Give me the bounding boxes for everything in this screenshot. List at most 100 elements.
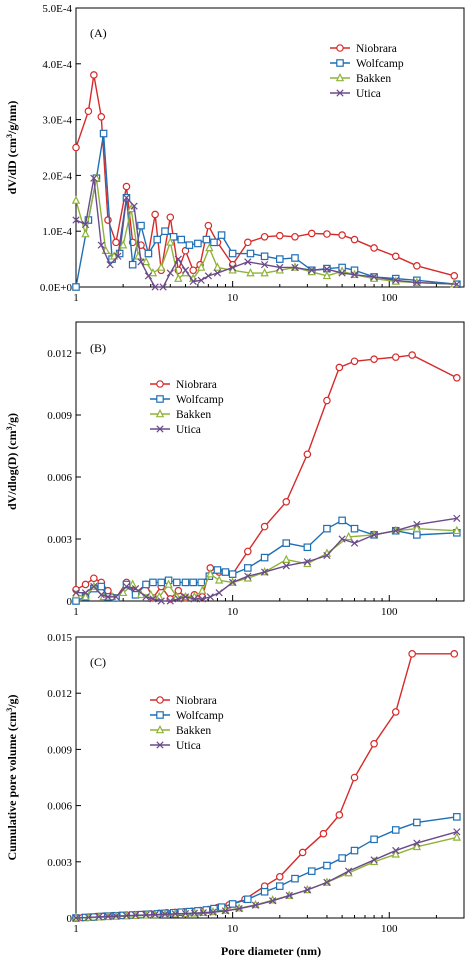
data-point [72, 914, 80, 922]
data-point [161, 910, 169, 918]
data-point [246, 249, 255, 258]
data-point [159, 283, 167, 291]
data-point [268, 897, 277, 905]
data-point [90, 582, 98, 591]
data-point [174, 255, 182, 263]
x-tick-label: 100 [381, 292, 398, 304]
data-point [210, 238, 218, 247]
data-point [291, 254, 299, 262]
data-point [153, 235, 162, 244]
legend: Niobrara Wolfcamp Bakken Utica [150, 379, 224, 436]
data-point [453, 514, 461, 522]
data-point [118, 240, 128, 249]
data-point [214, 575, 224, 584]
data-point [338, 516, 346, 525]
data-point [177, 235, 186, 244]
data-point [72, 143, 80, 152]
data-point [197, 276, 205, 284]
legend-marker [156, 395, 164, 403]
data-point [198, 585, 207, 594]
data-point [181, 909, 190, 918]
y-tick-label: 0.012 [47, 348, 72, 360]
y-tick-label: 0.015 [47, 632, 72, 644]
data-point [246, 268, 255, 277]
y-tick-label: 0.003 [47, 857, 72, 869]
data-point [370, 739, 378, 748]
data-point [370, 531, 378, 539]
legend-marker [156, 425, 164, 433]
data-point [217, 231, 226, 239]
data-point [323, 396, 331, 405]
x-tick-label: 1 [73, 606, 79, 618]
data-point [391, 252, 400, 261]
data-point [144, 249, 153, 258]
data-point [157, 262, 166, 271]
y-axis-label: dV/dD (cm3/g/nm) [5, 101, 19, 195]
data-point [307, 229, 316, 238]
legend-marker [156, 696, 164, 704]
chart-panel-3: 1 10 100 0 0.003 0.006 0.009 0.012 0.015 Cumulati… [5, 632, 465, 935]
data-point [344, 867, 353, 875]
plot-frame [75, 636, 465, 919]
data-point [122, 182, 131, 191]
data-point [215, 589, 223, 597]
y-tick-label: 1.0E-4 [42, 226, 72, 238]
legend-label: Niobrara [176, 695, 217, 707]
data-point [151, 283, 159, 291]
data-point [413, 839, 421, 847]
data-point [413, 520, 421, 529]
data-point [90, 174, 98, 182]
data-point [144, 272, 153, 280]
data-point [181, 266, 190, 274]
panels: 1 10 1000.0E+01.0E-42.0E-43.0E-44.0E-45.0E… [5, 3, 465, 935]
data-point [171, 910, 179, 918]
data-point [142, 593, 150, 601]
data-point [189, 266, 197, 275]
data-point [244, 564, 252, 572]
data-point [275, 872, 284, 881]
legend-label: Wolfcamp [176, 394, 224, 406]
y-tick-label: 0.006 [47, 472, 72, 484]
data-point [221, 568, 230, 576]
data-point [323, 230, 331, 238]
data-point [166, 269, 174, 277]
data-point [282, 554, 291, 563]
legend: Niobrara Wolfcamp Bakken Utica [150, 695, 224, 752]
data-point [97, 582, 106, 591]
legend-marker [155, 408, 165, 418]
data-point [291, 874, 299, 883]
data-point [392, 846, 400, 855]
data-point [350, 524, 359, 533]
legend-marker [336, 44, 344, 52]
data-point [81, 580, 90, 589]
data-point [166, 237, 175, 246]
legend-label: Utica [176, 424, 201, 436]
data-point [319, 829, 328, 838]
legend-label: Utica [356, 88, 381, 100]
data-point [142, 911, 150, 919]
data-point [251, 901, 260, 909]
legend: Niobrara Wolfcamp Bakken Utica [330, 43, 404, 100]
data-point [197, 262, 206, 271]
x-tick-label: 1 [73, 292, 79, 304]
y-tick-label: 0.006 [47, 801, 72, 813]
series-utica [72, 514, 461, 605]
data-point [131, 911, 140, 920]
data-point [338, 535, 346, 543]
data-point [370, 355, 378, 364]
data-point [350, 271, 359, 279]
data-point [131, 584, 140, 593]
data-point [344, 531, 353, 541]
legend-marker [155, 724, 165, 734]
data-point [335, 363, 344, 372]
data-point [157, 578, 166, 587]
data-point [128, 579, 137, 588]
data-point [323, 551, 331, 560]
legend-marker [156, 741, 164, 749]
data-point [161, 227, 169, 236]
y-axis-label: dV/dlog(D) (cm3/g) [5, 413, 19, 510]
data-point [260, 268, 269, 277]
legend-marker [336, 59, 344, 67]
data-point [72, 589, 80, 597]
